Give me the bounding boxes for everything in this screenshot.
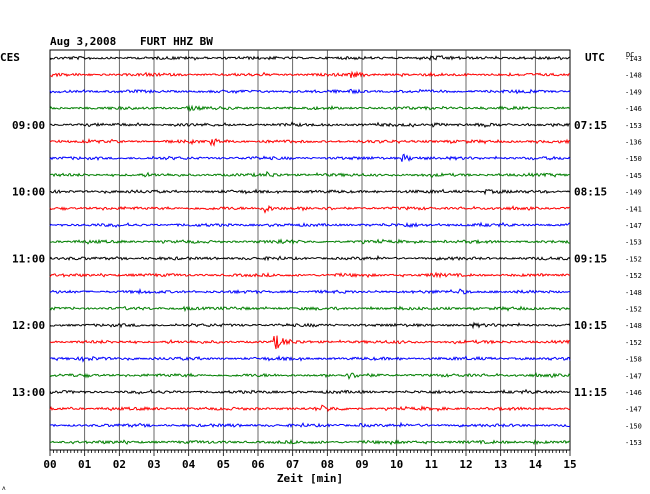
dc-offset-label: -148 bbox=[625, 289, 642, 297]
x-tick-label: 10 bbox=[390, 458, 403, 471]
grid bbox=[49, 49, 571, 451]
x-tick-label: 01 bbox=[78, 458, 92, 471]
dc-offset-label: -149 bbox=[625, 189, 642, 197]
dc-offset-label: -152 bbox=[625, 306, 642, 314]
trace-row-2 bbox=[49, 88, 571, 95]
dc-offset-label: -146 bbox=[625, 105, 642, 113]
dc-offset-label: -136 bbox=[625, 139, 642, 147]
dc-offset-label: -148 bbox=[625, 72, 642, 80]
trace-row-4 bbox=[49, 121, 571, 129]
dc-offset-label: -143 bbox=[625, 55, 642, 63]
trace-row-20 bbox=[49, 388, 571, 395]
dc-offset-label: -145 bbox=[625, 172, 642, 180]
left-time-label: 12:00 bbox=[12, 319, 45, 332]
x-tick-label: 06 bbox=[251, 458, 265, 471]
trace-row-22 bbox=[49, 421, 571, 429]
x-axis: 00 01 02 03 04 05 06 07 08 09 10 11 12 13 14 15 bbox=[43, 450, 577, 471]
x-tick-label: 12 bbox=[459, 458, 472, 471]
left-time-label: 09:00 bbox=[12, 119, 45, 132]
dc-offset-label: -153 bbox=[625, 439, 642, 447]
trace-row-17 bbox=[49, 335, 570, 350]
trace-row-18 bbox=[49, 355, 571, 363]
trace-row-12 bbox=[49, 254, 571, 262]
right-time-label: 09:15 bbox=[574, 252, 607, 265]
dc-offset-label: -153 bbox=[625, 122, 642, 130]
trace-row-9 bbox=[49, 204, 571, 214]
dc-offset-label: -147 bbox=[625, 372, 642, 380]
x-tick-label: 09 bbox=[355, 458, 368, 471]
right-time-labels: 07:15 08:15 09:15 10:15 11:15 bbox=[574, 119, 607, 399]
x-tick-label: 03 bbox=[147, 458, 160, 471]
dc-offset-label: -147 bbox=[625, 406, 642, 414]
right-time-label: 07:15 bbox=[574, 119, 607, 132]
trace-row-14 bbox=[49, 287, 571, 296]
right-zone-label: UTC bbox=[585, 51, 605, 64]
left-time-labels: 09:00 10:00 11:00 12:00 13:00 bbox=[12, 119, 45, 399]
corner-mark: ʌ bbox=[2, 485, 6, 492]
dc-offset-label: -153 bbox=[625, 239, 642, 247]
dc-offset-label: -152 bbox=[625, 255, 642, 263]
dc-offset-label: -149 bbox=[625, 88, 642, 96]
dc-offset-labels: -143 -148 -149 -146 -153 -136 -150 -145 -149 -141… bbox=[625, 55, 642, 447]
x-tick-label: 04 bbox=[182, 458, 196, 471]
traces bbox=[49, 55, 571, 446]
x-tick-label: 05 bbox=[217, 458, 230, 471]
trace-row-3 bbox=[49, 104, 571, 112]
x-axis-label: Zeit [min] bbox=[277, 472, 343, 485]
left-time-label: 11:00 bbox=[12, 252, 45, 265]
left-time-label: 13:00 bbox=[12, 386, 45, 399]
dc-offset-label: -152 bbox=[625, 339, 642, 347]
dc-offset-label: -150 bbox=[625, 422, 642, 430]
trace-row-21 bbox=[49, 404, 571, 413]
x-tick-label: 15 bbox=[563, 458, 576, 471]
trace-row-5 bbox=[49, 137, 571, 147]
dc-offset-label: -147 bbox=[625, 222, 642, 230]
trace-row-23 bbox=[49, 438, 571, 446]
left-zone-label: CES bbox=[0, 51, 20, 64]
trace-row-10 bbox=[49, 221, 571, 229]
left-time-label: 10:00 bbox=[12, 186, 45, 199]
x-tick-label: 11 bbox=[425, 458, 439, 471]
x-tick-label: 13 bbox=[494, 458, 507, 471]
x-tick-label: 02 bbox=[113, 458, 126, 471]
dc-label: DC bbox=[626, 51, 634, 59]
trace-row-16 bbox=[49, 321, 571, 330]
trace-row-11 bbox=[49, 238, 570, 246]
trace-row-19 bbox=[49, 372, 571, 380]
trace-row-1 bbox=[49, 70, 571, 79]
station-label: FURT HHZ BW bbox=[140, 35, 213, 48]
trace-row-7 bbox=[49, 170, 570, 178]
dc-offset-label: -148 bbox=[625, 322, 642, 330]
dc-offset-label: -158 bbox=[625, 356, 642, 364]
trace-row-13 bbox=[49, 271, 571, 279]
x-tick-label: 08 bbox=[321, 458, 334, 471]
date-label: Aug 3,2008 bbox=[50, 35, 116, 48]
trace-row-6 bbox=[49, 153, 571, 162]
trace-row-15 bbox=[49, 305, 571, 313]
trace-row-8 bbox=[49, 188, 571, 196]
right-time-label: 11:15 bbox=[574, 386, 607, 399]
plot-frame bbox=[49, 49, 571, 451]
dc-offset-label: -146 bbox=[625, 389, 642, 397]
trace-row-0 bbox=[49, 55, 571, 61]
dc-offset-label: -152 bbox=[625, 272, 642, 280]
right-time-label: 10:15 bbox=[574, 319, 607, 332]
x-tick-label: 14 bbox=[529, 458, 543, 471]
x-tick-label: 00 bbox=[43, 458, 56, 471]
right-time-label: 08:15 bbox=[574, 186, 607, 199]
x-tick-label: 07 bbox=[286, 458, 299, 471]
dc-offset-label: -141 bbox=[625, 205, 642, 213]
dc-offset-label: -150 bbox=[625, 155, 642, 163]
